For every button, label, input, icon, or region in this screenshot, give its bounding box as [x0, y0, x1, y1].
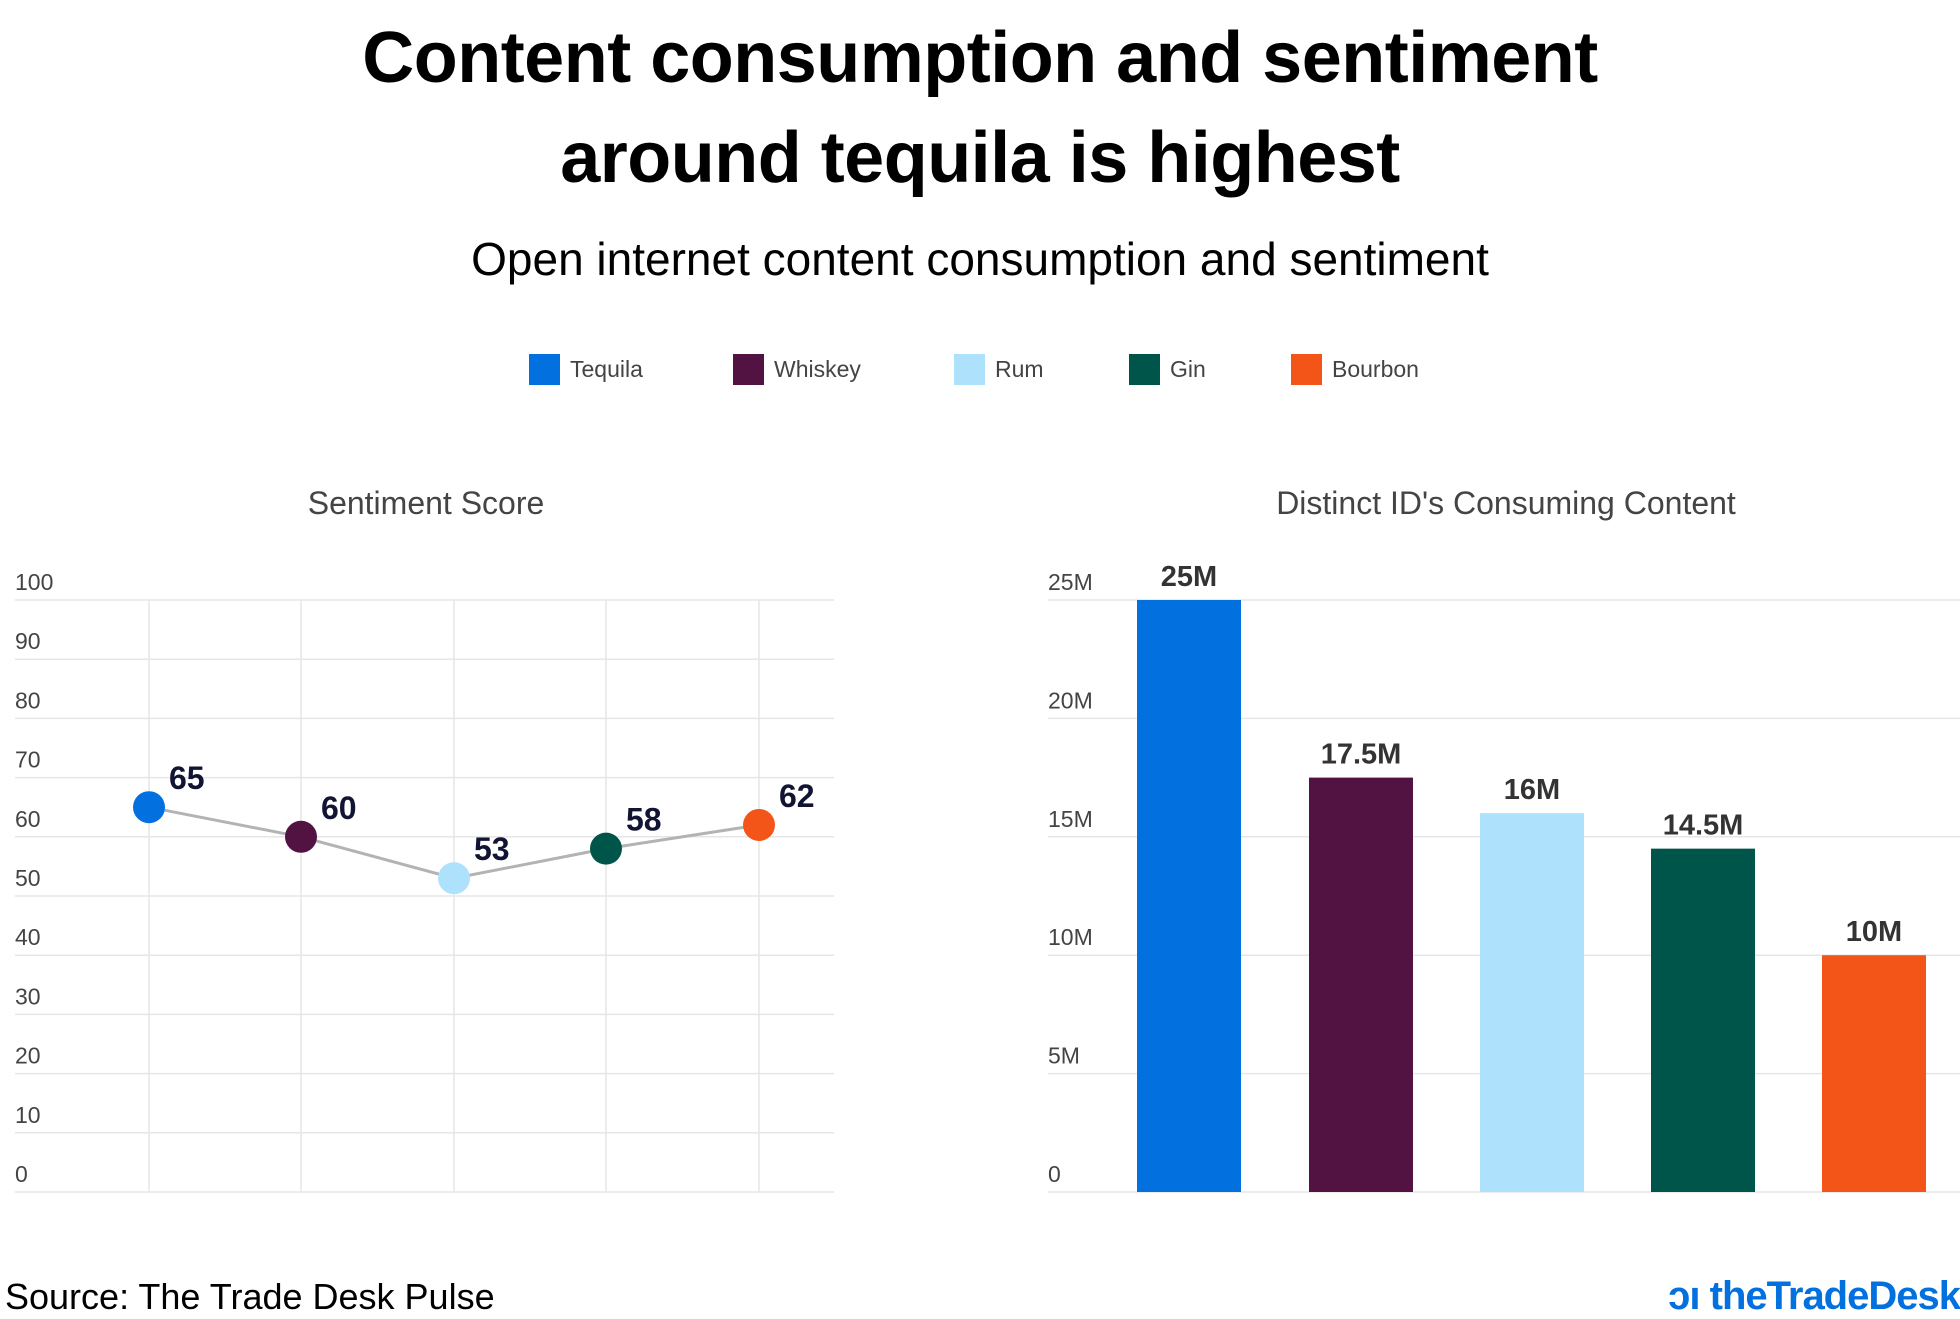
data-label: 25M: [1161, 561, 1217, 593]
data-label: 62: [779, 778, 815, 814]
y-tick-label: 100: [15, 569, 53, 595]
point-bourbon: [743, 808, 775, 841]
legend-label: Rum: [995, 356, 1044, 382]
legend-item-tequila: Tequila: [529, 354, 643, 385]
title-line-1: Content consumption and sentiment: [362, 18, 1598, 98]
data-label: 58: [626, 802, 662, 838]
point-whiskey: [285, 820, 317, 853]
point-tequila: [133, 791, 165, 824]
y-tick-label: 60: [15, 806, 41, 832]
bar-whiskey: [1309, 777, 1413, 1192]
data-label: 10M: [1846, 916, 1902, 948]
bar-chart-title: Distinct ID's Consuming Content: [1276, 485, 1736, 521]
y-tick-label: 5M: [1048, 1043, 1080, 1069]
legend-swatch: [733, 354, 764, 385]
y-tick-label: 0: [1048, 1161, 1061, 1187]
bar-tequila: [1137, 600, 1241, 1192]
y-tick-label: 10: [15, 1102, 41, 1128]
y-tick-label: 20M: [1048, 687, 1093, 713]
source-note: Source: The Trade Desk Pulse: [5, 1276, 495, 1317]
y-tick-label: 20: [15, 1043, 41, 1069]
legend-label: Bourbon: [1332, 356, 1419, 382]
y-tick-label: 90: [15, 628, 41, 654]
line-chart-title: Sentiment Score: [308, 485, 545, 521]
logo-icon: ɔı: [1668, 1274, 1700, 1318]
point-gin: [590, 832, 622, 865]
chart-title: Content consumption and sentiment around…: [0, 8, 1960, 208]
y-tick-label: 30: [15, 983, 41, 1009]
legend-swatch: [954, 354, 985, 385]
legend-swatch: [1291, 354, 1322, 385]
legend-label: Gin: [1170, 356, 1206, 382]
y-tick-label: 50: [15, 865, 41, 891]
y-tick-label: 70: [15, 747, 41, 773]
data-label: 16M: [1504, 774, 1560, 806]
legend-item-bourbon: Bourbon: [1291, 354, 1419, 385]
legend-item-whiskey: Whiskey: [733, 354, 861, 385]
point-rum: [438, 862, 470, 895]
data-label: 17.5M: [1321, 739, 1402, 771]
y-tick-label: 40: [15, 924, 41, 950]
bar-gin: [1651, 848, 1755, 1192]
chart-subtitle: Open internet content consumption and se…: [471, 233, 1489, 285]
bar-bourbon: [1822, 955, 1926, 1192]
data-label: 65: [169, 760, 205, 796]
bar-rum: [1480, 813, 1584, 1192]
y-tick-label: 0: [15, 1161, 28, 1187]
legend-swatch: [529, 354, 560, 385]
data-label: 60: [321, 790, 357, 826]
y-tick-label: 25M: [1048, 569, 1093, 595]
trade-desk-logo: ɔı theTradeDesk: [1668, 1274, 1960, 1318]
legend-item-gin: Gin: [1129, 354, 1206, 385]
y-tick-label: 10M: [1048, 924, 1093, 950]
legend: Tequila Whiskey Rum Gin Bourbon: [0, 354, 1960, 390]
legend-item-rum: Rum: [954, 354, 1044, 385]
legend-label: Tequila: [570, 356, 643, 382]
y-tick-label: 80: [15, 687, 41, 713]
data-label: 14.5M: [1663, 810, 1744, 842]
data-label: 53: [474, 831, 510, 867]
legend-swatch: [1129, 354, 1160, 385]
legend-label: Whiskey: [774, 356, 861, 382]
y-tick-label: 15M: [1048, 806, 1093, 832]
title-line-2: around tequila is highest: [560, 118, 1400, 198]
